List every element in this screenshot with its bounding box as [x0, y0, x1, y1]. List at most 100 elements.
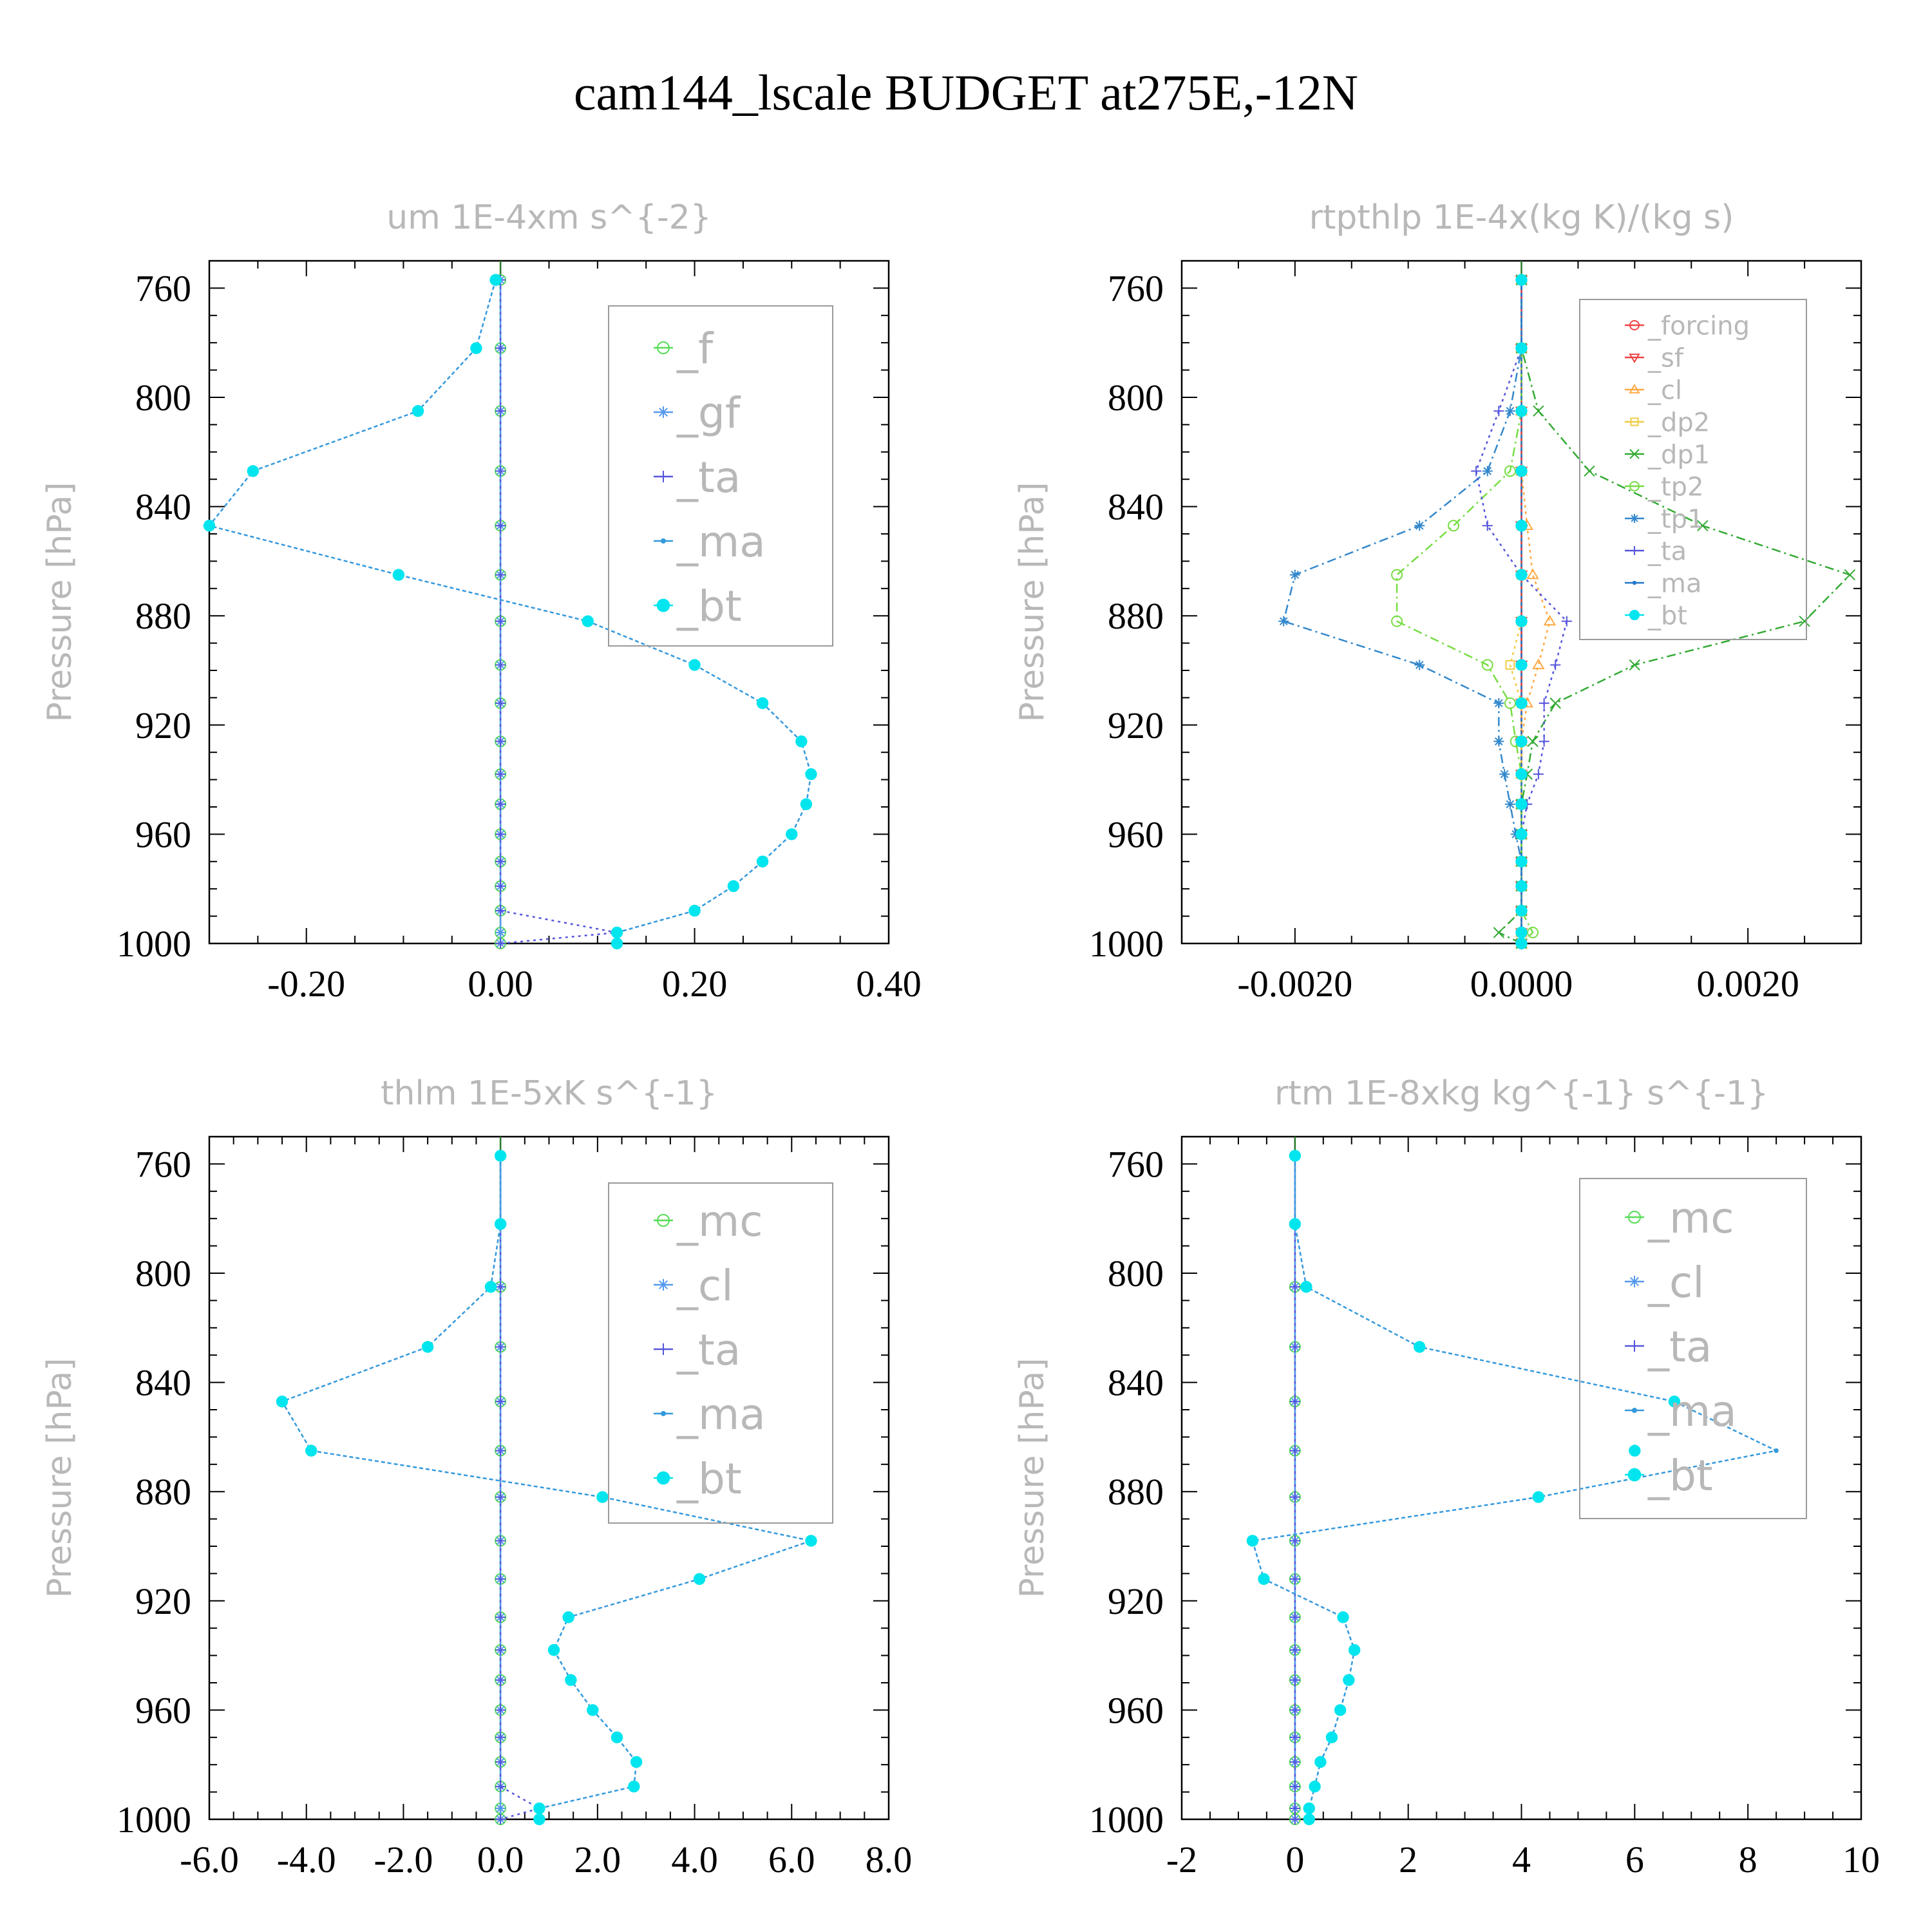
- data-point-bt: [1325, 1731, 1338, 1743]
- data-point-bt: [582, 615, 594, 627]
- legend-label-ta: _ta: [1647, 536, 1687, 566]
- data-point-ta: [1289, 1645, 1300, 1656]
- legend-marker-bt: [656, 1471, 670, 1485]
- series-bt: [1515, 274, 1528, 950]
- data-point-bt: [1515, 405, 1528, 417]
- y-tick-label: 1000: [1089, 1799, 1164, 1841]
- data-point-ta: [495, 769, 506, 780]
- data-point-ta: [495, 343, 506, 354]
- legend-marker-forcing: [1629, 320, 1640, 330]
- data-point-dp1: [1533, 405, 1544, 417]
- legend-marker-cl: [1629, 1276, 1640, 1287]
- data-point-dp2: [1505, 660, 1515, 670]
- data-point-bt: [596, 1491, 609, 1503]
- x-tick-label: 6.0: [768, 1839, 815, 1880]
- data-point-tp1: [1504, 799, 1515, 810]
- data-point-ta: [1289, 1396, 1300, 1407]
- data-point-dp1: [1799, 615, 1810, 627]
- data-point-gf: [495, 927, 506, 938]
- y-tick-label: 960: [1108, 813, 1164, 855]
- data-point-tp1: [1493, 697, 1504, 708]
- x-tick-label: 0.0020: [1696, 963, 1799, 1005]
- legend-label-ma: _ma: [676, 1390, 766, 1439]
- data-point-bt: [630, 1756, 643, 1768]
- series-bt: [203, 274, 817, 950]
- data-point-dp1: [1527, 735, 1539, 747]
- legend-label-ma: _ma: [676, 517, 766, 567]
- series-ta: [495, 274, 622, 949]
- panel-title: rtpthlp 1E-4x(kg K)/(kg s): [1309, 198, 1734, 237]
- data-point-dp1: [1549, 697, 1561, 709]
- y-axis-label: Pressure [hPa]: [41, 482, 79, 723]
- legend-label-cl: _cl: [1647, 1258, 1705, 1307]
- legend-label-f: _f: [676, 324, 714, 374]
- y-tick-label: 1000: [1089, 923, 1164, 965]
- y-tick-label: 880: [135, 1471, 191, 1513]
- y-axis-label: Pressure [hPa]: [41, 1358, 79, 1598]
- series-tp1: [1278, 274, 1527, 949]
- series-line-ta: [499, 1155, 542, 1821]
- data-point-bt: [494, 1218, 507, 1230]
- y-tick-label: 920: [135, 1580, 191, 1622]
- legend-marker-dp2: [1630, 417, 1639, 426]
- series-line-tp2: [1396, 279, 1534, 944]
- data-point-ta: [1289, 1282, 1300, 1293]
- data-point-tp1: [1289, 569, 1300, 580]
- legend-label-bt: _bt: [676, 582, 742, 631]
- data-point-bt: [1414, 1341, 1426, 1353]
- data-point-bt: [727, 880, 740, 893]
- legend-marker-ma: [660, 538, 667, 544]
- data-point-ta: [495, 905, 506, 916]
- plot-frame: [208, 1135, 890, 1821]
- data-point-ta: [1289, 1612, 1300, 1623]
- y-tick-label: 840: [1108, 1362, 1164, 1404]
- data-point-ta: [495, 1396, 506, 1407]
- data-point-ta: [1289, 1341, 1300, 1352]
- data-point-cl: [1543, 614, 1557, 626]
- data-point-ta: [1289, 1445, 1300, 1456]
- x-tick-label: -6.0: [180, 1839, 239, 1880]
- legend-marker-ta: [1629, 1340, 1640, 1352]
- data-point-bt: [547, 1643, 560, 1656]
- figure-title: cam144_lscale BUDGET at275E,-12N: [574, 64, 1358, 120]
- legend: _mc _cl _ta _ma _bt: [1579, 1178, 1807, 1519]
- data-point-bt: [805, 768, 817, 781]
- y-tick-label: 800: [135, 1253, 191, 1294]
- data-point-ta: [495, 406, 506, 417]
- x-tick-label: -4.0: [277, 1839, 336, 1880]
- panel-thlm: thlm 1E-5xK s^{-1} Pressure [hPa] 760 800 84…: [41, 1074, 912, 1880]
- data-point-bt: [628, 1780, 640, 1793]
- y-tick-label: 840: [135, 486, 191, 528]
- data-point-bt: [1515, 768, 1528, 781]
- data-point-bt: [1348, 1643, 1361, 1656]
- data-point-tp1: [1414, 659, 1425, 670]
- series-line-ta: [499, 279, 618, 945]
- data-point-ta: [1289, 1492, 1300, 1502]
- legend-label-bt: _bt: [676, 1454, 742, 1504]
- data-point-tp2: [1504, 697, 1516, 709]
- data-point-ta: [495, 880, 506, 891]
- legend-label-dp1: _dp1: [1647, 440, 1710, 469]
- data-point-bt: [1515, 735, 1528, 748]
- data-point-bt: [1515, 855, 1528, 868]
- data-point-bt: [611, 937, 623, 950]
- panel-title: um 1E-4xm s^{-2}: [386, 198, 712, 237]
- x-tick-label: -2: [1166, 1839, 1197, 1880]
- data-point-ta: [495, 659, 506, 670]
- y-tick-label: 880: [1108, 595, 1164, 637]
- data-point-ta: [495, 1645, 506, 1656]
- data-point-ta: [1533, 769, 1544, 780]
- data-point-dp1: [1697, 520, 1709, 531]
- data-point-bt: [1515, 659, 1528, 671]
- x-tick-label: 0.20: [662, 963, 728, 1005]
- data-point-bt: [611, 926, 623, 939]
- panel-title: thlm 1E-5xK s^{-1}: [381, 1074, 717, 1113]
- data-point-bt: [1668, 1396, 1681, 1408]
- data-point-bt: [1515, 274, 1528, 286]
- y-tick-label: 920: [1108, 1580, 1164, 1622]
- data-point-cl: [495, 1803, 506, 1814]
- x-tick-label: 4.0: [671, 1839, 718, 1880]
- data-point-bt: [1515, 569, 1528, 581]
- data-point-ta: [495, 1705, 506, 1716]
- data-point-bt: [688, 904, 701, 917]
